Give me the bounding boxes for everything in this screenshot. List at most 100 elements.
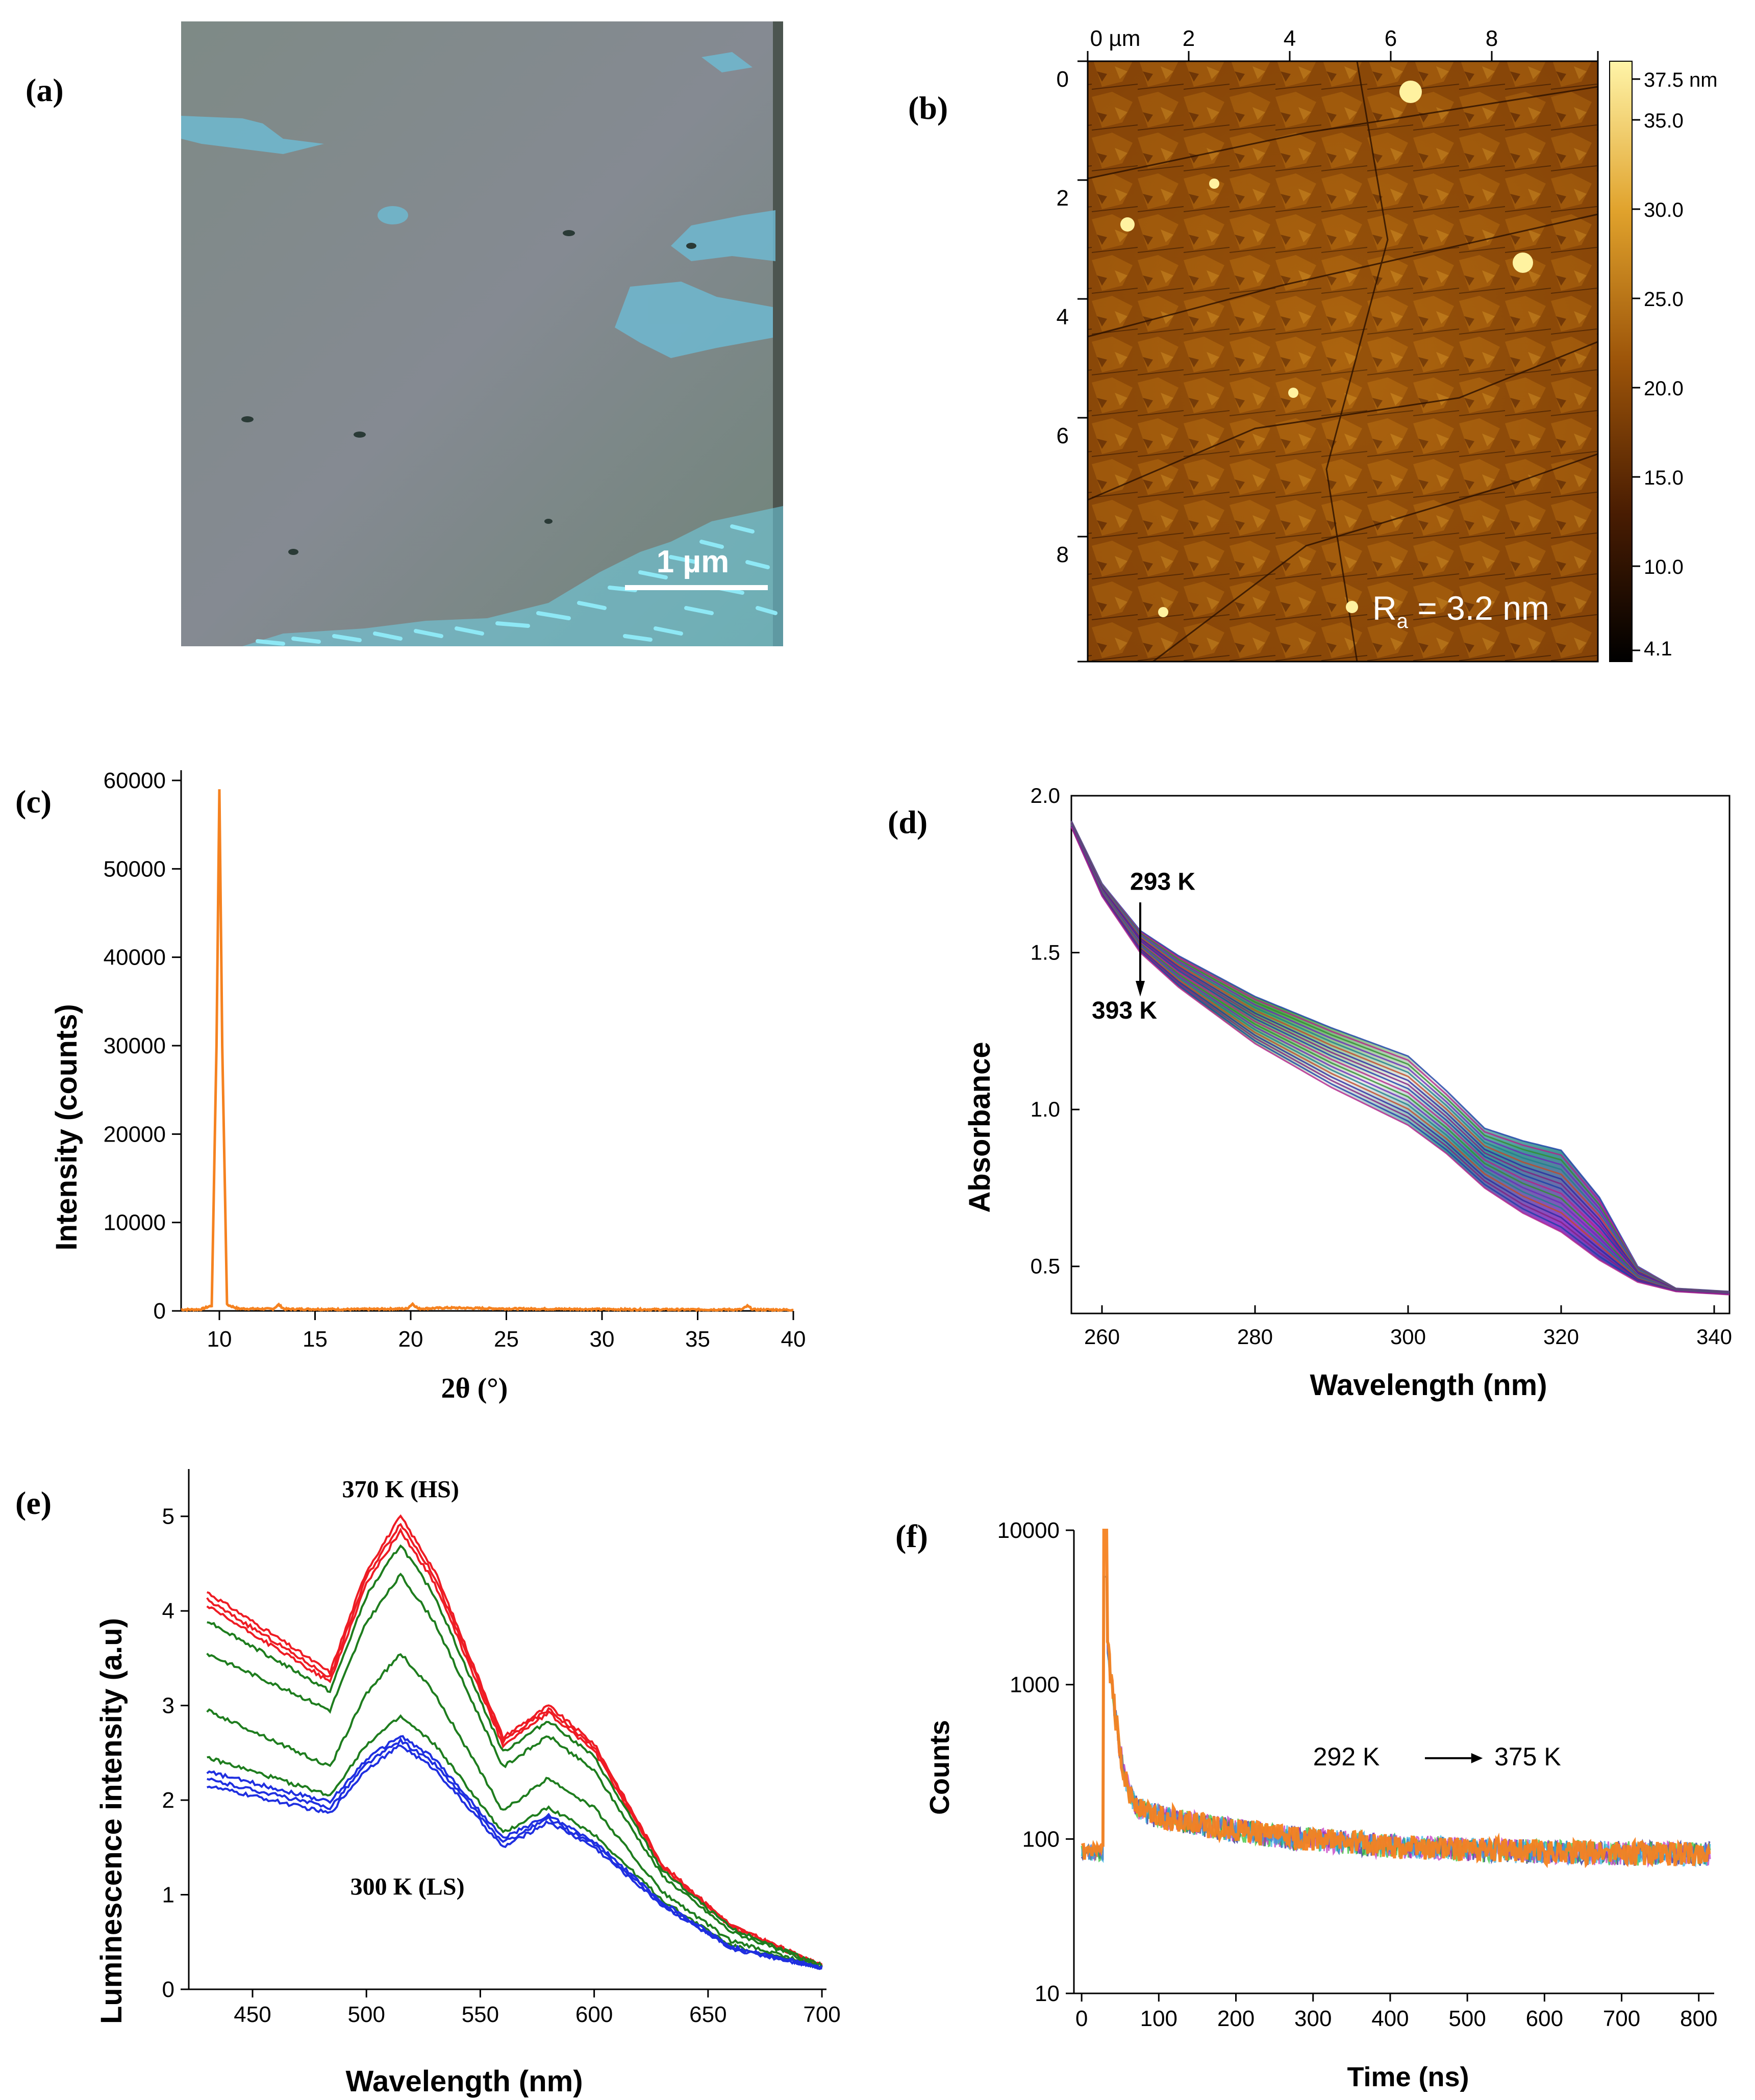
- absorbance-series-intermediate: [1070, 826, 1730, 1295]
- colorbar-label: 15.0: [1644, 467, 1684, 489]
- colorbar-ticks: [1632, 78, 1640, 651]
- decay-y-tick-label: 1000: [1010, 1673, 1060, 1698]
- xrd-series-line: [181, 789, 794, 1312]
- decay-x-tick-label: 200: [1217, 2006, 1255, 2031]
- roughness-label: Ra = 3.2 nm: [1372, 589, 1549, 632]
- afm-x-tick-label: 2: [1183, 26, 1195, 51]
- luminescence-series-line: [207, 1714, 822, 1970]
- xrd-y-tick-label: 0: [154, 1299, 166, 1324]
- decay-y-axis-label: Counts: [924, 1720, 955, 1815]
- luminescence-y-tick-label: 4: [162, 1599, 174, 1624]
- colorbar-label: 10.0: [1644, 556, 1684, 578]
- luminescence-series-line: [207, 1744, 822, 1970]
- annotation-293k: 293 K: [1130, 869, 1195, 896]
- luminescence-y-tick-label: 0: [162, 1977, 174, 2002]
- absorbance-series-intermediate: [1070, 823, 1730, 1294]
- luminescence-chart: 450 500 550 600 650 700 0 1 2 3 4 5 370 K (HS) 300 K…: [95, 1469, 841, 2098]
- absorbance-series-intermediate: [1070, 822, 1730, 1294]
- decay-x-tick-label: 400: [1371, 2006, 1409, 2031]
- absorbance-x-tick-label: 320: [1543, 1325, 1579, 1349]
- absorbance-series-intermediate: [1070, 822, 1730, 1293]
- afm-y-tick-label: 2: [1057, 186, 1069, 211]
- afm-frame: [1087, 60, 1599, 663]
- xrd-x-tick-label: 35: [685, 1327, 710, 1352]
- afm-x-tick-label: 8: [1486, 26, 1498, 51]
- luminescence-series-line: [206, 1573, 823, 1968]
- absorbance-series-intermediate: [1070, 825, 1730, 1295]
- decay-y-tick-label: 10000: [997, 1518, 1060, 1543]
- xrd-y-tick-label: 10000: [104, 1210, 166, 1235]
- absorbance-chart: 260 280 300 320 340 0.5 1.0 1.5 2.0 293 K 393 K W…: [963, 783, 1732, 1402]
- absorbance-x-tick-label: 260: [1084, 1325, 1120, 1349]
- panel-label-f: (f): [895, 1518, 928, 1554]
- absorbance-x-tick-label: 280: [1237, 1325, 1273, 1349]
- luminescence-series-line: [206, 1653, 823, 1970]
- panel-label-b: (b): [908, 90, 948, 126]
- panel-label-e: (e): [15, 1485, 52, 1521]
- afm-y-tick-label: 4: [1057, 305, 1069, 330]
- decay-x-tick-label: 100: [1140, 2006, 1177, 2031]
- xrd-x-tick-label: 30: [590, 1327, 615, 1352]
- xrd-chart: 10 15 20 25 30 35 40 0 10000 20000 30000 40000 50000…: [50, 768, 806, 1404]
- decay-series-line: [1081, 1529, 1711, 1868]
- afm-y-tick-label: 0: [1057, 67, 1069, 92]
- decay-x-tick-label: 0: [1075, 2006, 1088, 2031]
- luminescence-y-tick-label: 2: [162, 1788, 174, 1813]
- luminescence-series-line: [206, 1527, 823, 1967]
- decay-x-tick-label: 700: [1603, 2006, 1640, 2031]
- luminescence-series-line: [207, 1737, 823, 1970]
- annotation-370k-hs: 370 K (HS): [342, 1476, 459, 1503]
- luminescence-x-axis-label: Wavelength (nm): [345, 2065, 583, 2098]
- luminescence-series-line: [207, 1544, 823, 1968]
- afm-x-tick-label: 4: [1284, 26, 1296, 51]
- dark-specks: [241, 230, 696, 555]
- absorbance-x-tick-label: 300: [1390, 1325, 1426, 1349]
- xrd-y-tick-label: 40000: [104, 945, 166, 970]
- luminescence-x-tick-label: 550: [462, 2002, 499, 2027]
- colorbar-label: 20.0: [1644, 377, 1684, 400]
- xrd-y-axis-label: Intensity (counts): [50, 1004, 83, 1250]
- absorbance-series-intermediate: [1070, 821, 1730, 1293]
- optical-micrograph: 1 µm: [181, 21, 783, 646]
- luminescence-y-tick-label: 3: [162, 1693, 174, 1718]
- xrd-x-tick-label: 10: [207, 1327, 232, 1352]
- decay-x-tick-label: 300: [1294, 2006, 1332, 2031]
- absorbance-series-intermediate: [1070, 825, 1730, 1295]
- absorbance-y-tick-label: 1.5: [1031, 941, 1060, 965]
- luminescence-y-tick-label: 5: [162, 1504, 174, 1529]
- absorbance-series-intermediate: [1070, 821, 1730, 1293]
- absorbance-y-axis-label: Absorbance: [963, 1042, 996, 1212]
- afm-y-tick-label: 6: [1057, 423, 1069, 448]
- absorbance-series-intermediate: [1070, 825, 1730, 1295]
- luminescence-series-line: [206, 1735, 823, 1970]
- xrd-y-tick-label: 50000: [104, 856, 166, 881]
- colorbar-label: 30.0: [1644, 199, 1684, 221]
- colorbar-label: 4.1: [1644, 638, 1672, 660]
- absorbance-series-intermediate: [1070, 821, 1730, 1293]
- annotation-end-temperature: 375 K: [1494, 1742, 1561, 1771]
- luminescence-x-tick-label: 500: [348, 2002, 385, 2027]
- panel-label-d: (d): [888, 804, 928, 840]
- scale-bar-label: 1 µm: [657, 544, 730, 579]
- afm-x-tick-label: 0 µm: [1090, 26, 1141, 51]
- luminescence-x-tick-label: 700: [803, 2002, 840, 2027]
- colorbar-label: 25.0: [1644, 288, 1684, 311]
- absorbance-series-intermediate: [1070, 824, 1730, 1295]
- colorbar-label: 37.5 nm: [1644, 69, 1718, 91]
- absorbance-x-axis-label: Wavelength (nm): [1310, 1369, 1547, 1402]
- luminescence-y-tick-label: 1: [162, 1883, 174, 1908]
- absorbance-frame: [1070, 795, 1731, 1314]
- decay-x-tick-label: 800: [1680, 2006, 1717, 2031]
- xrd-x-axis-label: 2θ (°): [441, 1373, 508, 1404]
- afm-x-ticks: [1087, 51, 1599, 61]
- decay-chart: 0 100 200 300 400 500 600 700 80010100100010000 …: [924, 1518, 1717, 2092]
- xrd-x-tick-label: 25: [494, 1327, 519, 1352]
- luminescence-x-tick-label: 600: [575, 2002, 613, 2027]
- annotation-393k: 393 K: [1092, 997, 1157, 1024]
- absorbance-series-293k: [1070, 820, 1730, 1293]
- panel-label-a: (a): [26, 72, 64, 108]
- afm-x-tick-label: 6: [1385, 26, 1397, 51]
- colorbar: [1609, 61, 1633, 662]
- decay-y-tick-label: 100: [1022, 1827, 1060, 1852]
- decay-x-tick-label: 500: [1448, 2006, 1486, 2031]
